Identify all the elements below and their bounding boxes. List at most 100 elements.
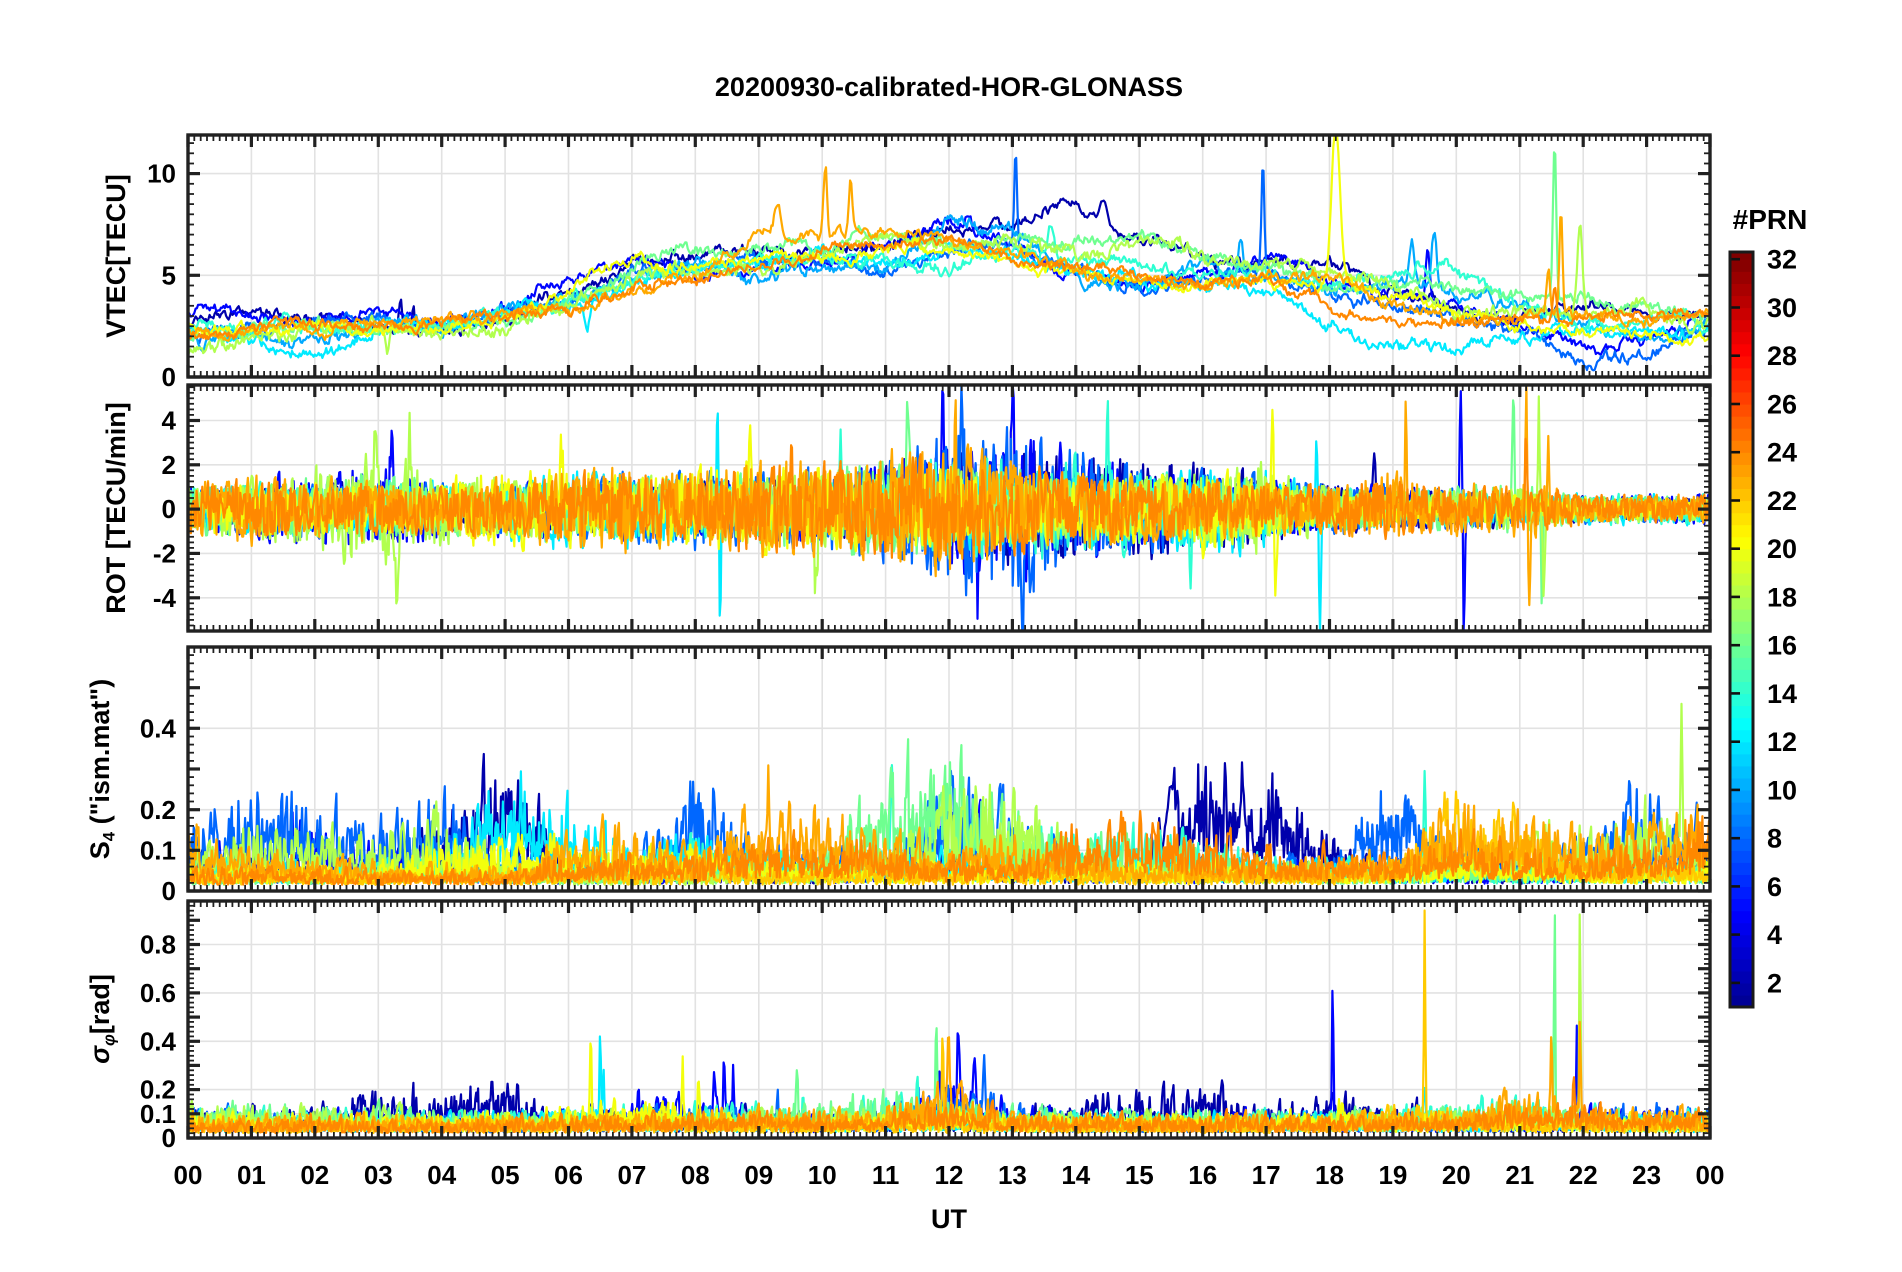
panel-s4: 0 0.1 0.2 0.4 (140, 645, 1712, 906)
panel-vtec: 0 5 10 (147, 133, 1712, 392)
colorbar-tick-label: 2 (1767, 968, 1782, 998)
x-axis-label: UT (931, 1204, 967, 1234)
colorbar-tick-label: 4 (1767, 920, 1782, 950)
colorbar-band (1730, 633, 1753, 646)
x-tick-label: 19 (1378, 1160, 1407, 1190)
colorbar-band (1730, 645, 1753, 658)
colorbar-band (1730, 789, 1753, 803)
colorbar-band (1730, 524, 1753, 538)
y-tick-label: 0 (162, 494, 176, 524)
colorbar-band (1730, 862, 1753, 875)
colorbar-tick-label: 32 (1767, 245, 1797, 275)
chart-title: 20200930-calibrated-HOR-GLONASS (714, 72, 1184, 102)
colorbar-tick-label: 30 (1767, 293, 1797, 323)
colorbar-band (1730, 814, 1753, 827)
y-tick-label: 0.8 (140, 930, 176, 960)
colorbar-band (1730, 367, 1753, 381)
colorbar-band (1730, 874, 1753, 887)
colorbar-tick-label: 24 (1767, 438, 1797, 468)
y-tick-label: -4 (153, 583, 177, 613)
colorbar-band (1730, 295, 1753, 309)
colorbar-band (1730, 404, 1753, 417)
x-tick-label: 11 (872, 1160, 900, 1190)
series-prn10 (186, 214, 1712, 353)
colorbar-band (1730, 488, 1753, 502)
colorbar-band (1730, 452, 1753, 465)
x-tick-label: 21 (1505, 1160, 1534, 1190)
colorbar-band (1730, 391, 1753, 405)
series-prn24 (186, 234, 1712, 341)
colorbar-band (1730, 886, 1753, 900)
colorbar-band (1730, 982, 1753, 996)
colorbar-band (1730, 802, 1753, 815)
x-tick-label: 09 (744, 1160, 773, 1190)
colorbar-band (1730, 934, 1753, 948)
x-tick-label: 10 (808, 1160, 837, 1190)
colorbar-band (1730, 319, 1753, 333)
colorbar-tick-label: 22 (1767, 486, 1797, 516)
colorbar-tick-label: 14 (1767, 679, 1797, 709)
y-tick-label: 10 (147, 159, 176, 189)
colorbar-band (1730, 898, 1753, 912)
x-tick-label: 12 (935, 1160, 964, 1190)
colorbar-tick-label: 26 (1767, 389, 1797, 419)
x-tick-label: 15 (1125, 1160, 1154, 1190)
colorbar-band (1730, 259, 1753, 272)
plot-frame (186, 899, 1712, 1140)
x-tick-label: 00 (1696, 1160, 1725, 1190)
colorbar-tick-label: 6 (1767, 872, 1782, 902)
colorbar-band (1730, 428, 1753, 441)
colorbar-band (1730, 681, 1753, 695)
colorbar-band (1730, 512, 1753, 526)
colorbar-band (1730, 548, 1753, 562)
y-tick-labels: 00.10.2 0.4 0.6 0.8 (140, 930, 177, 1154)
colorbar-band (1730, 765, 1753, 779)
y-tick-label: 4 (162, 406, 177, 436)
colorbar-band (1730, 946, 1753, 960)
colorbar-band (1730, 271, 1753, 284)
colorbar-band (1730, 910, 1753, 924)
series-group (186, 133, 1712, 372)
x-tick-label: 04 (427, 1160, 456, 1190)
plot-frame (186, 645, 1712, 893)
series-prn20 (186, 133, 1712, 347)
y-tick-label: 0.1 (140, 835, 176, 865)
y-tick-label: 2 (162, 450, 176, 480)
colorbar-title: #PRN (1732, 204, 1808, 235)
colorbar-band (1730, 560, 1753, 574)
colorbar-band (1730, 850, 1753, 863)
y-tick-label: 5 (162, 260, 176, 290)
y-tick-label: 0 (162, 362, 176, 392)
colorbar-band (1730, 657, 1753, 670)
colorbar-tick-label: 18 (1767, 582, 1797, 612)
series-prn18 (186, 224, 1712, 357)
colorbar-tick-label: 20 (1767, 534, 1797, 564)
colorbar-band (1730, 343, 1753, 357)
series-group (186, 383, 1712, 633)
y-tick-label: 0 (162, 1123, 176, 1153)
colorbar-tick-label: 8 (1767, 824, 1782, 854)
x-tick-label: 00 (174, 1160, 203, 1190)
y-tick-labels: 0 0.1 0.2 0.4 (140, 713, 177, 906)
colorbar-tick-label: 12 (1767, 727, 1797, 757)
x-tick-labels: 00 01 02 03 04 05 06 07 08 09 10 11 12 13 14 15 16 17 18 19… (174, 1160, 1725, 1190)
colorbar-band (1730, 500, 1753, 514)
colorbar-band (1730, 379, 1753, 393)
colorbar-band (1730, 717, 1753, 731)
colorbar-band (1730, 331, 1753, 345)
x-tick-label: 22 (1569, 1160, 1598, 1190)
y-tick-label: 0 (162, 876, 176, 906)
colorbar-band (1730, 283, 1753, 297)
y-tick-label: 0.2 (140, 795, 176, 825)
x-tick-label: 08 (681, 1160, 710, 1190)
colorbar-band (1730, 826, 1753, 839)
colorbar-band (1730, 355, 1753, 369)
colorbar-band (1730, 596, 1753, 610)
colorbar-band (1730, 609, 1753, 622)
y-tick-labels: 0 5 10 (147, 159, 176, 392)
y-tick-label: 0.4 (140, 713, 177, 743)
colorbar-band (1730, 777, 1753, 791)
